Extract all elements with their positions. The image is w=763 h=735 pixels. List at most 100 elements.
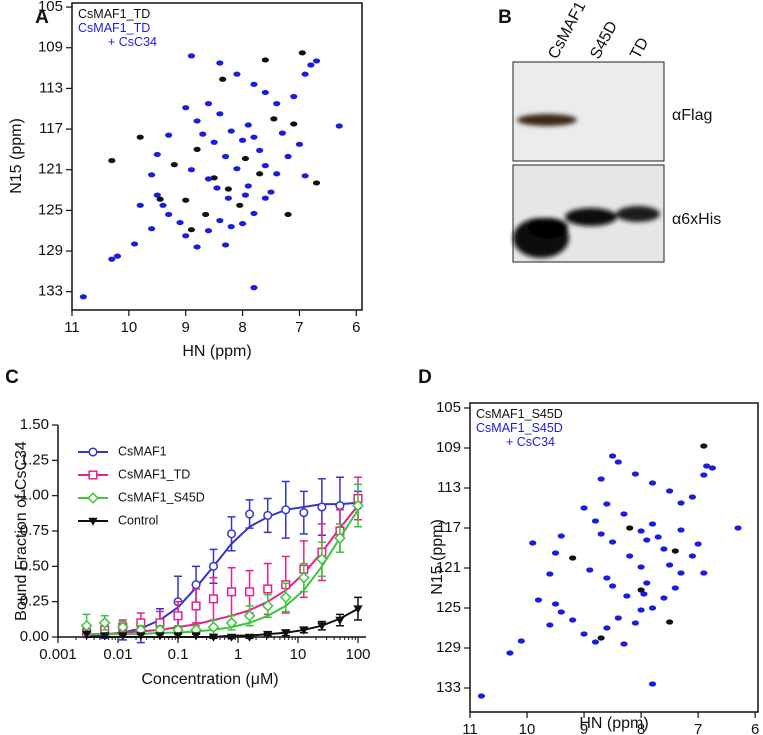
nmr-peak <box>267 189 275 195</box>
blot-band <box>528 218 568 238</box>
nmr-peak <box>108 256 116 262</box>
y-tick-label: 0.75 <box>20 522 49 539</box>
panel-label: C <box>5 367 19 388</box>
legend-marker <box>88 470 98 480</box>
nmr-peak <box>335 123 343 129</box>
data-point <box>191 632 201 641</box>
nmr-peak <box>620 641 628 647</box>
legend-marker <box>88 517 98 526</box>
fit-curve <box>86 509 359 636</box>
nmr-peak <box>654 534 662 540</box>
y-tick-label: 117 <box>39 120 63 137</box>
legend-label: CsMAF1_TD <box>78 7 150 21</box>
nmr-peak <box>153 151 161 158</box>
data-point <box>299 508 309 518</box>
nmr-peak <box>170 162 178 168</box>
nmr-peak <box>546 571 554 577</box>
data-point <box>297 571 310 584</box>
nmr-peak <box>278 130 286 136</box>
data-point <box>208 633 219 642</box>
nmr-peak <box>603 625 611 631</box>
nmr-peak <box>108 157 116 164</box>
nmr-peak <box>182 197 190 203</box>
nmr-peak <box>580 631 588 637</box>
data-point <box>208 561 219 571</box>
data-point <box>261 600 274 612</box>
x-tick-label: 10 <box>519 721 536 735</box>
nmr-peak <box>557 533 565 539</box>
nmr-peak <box>187 53 196 59</box>
nmr-peak <box>176 219 184 226</box>
legend-label: Control <box>118 513 158 527</box>
data-point <box>100 632 110 641</box>
x-tick-label: 7 <box>694 721 702 735</box>
nmr-peak <box>244 122 252 128</box>
data-point <box>299 626 309 635</box>
nmr-peak <box>666 488 674 494</box>
nmr-peak <box>614 615 622 621</box>
data-point <box>173 632 183 641</box>
y-tick-label: 109 <box>436 439 461 456</box>
x-tick-label: 0.001 <box>39 646 77 663</box>
nmr-peak <box>551 550 560 556</box>
nmr-peak <box>708 465 716 471</box>
nmr-peak <box>261 57 269 63</box>
data-point <box>335 501 345 511</box>
nmr-peak <box>688 494 697 500</box>
nmr-peak <box>79 294 87 300</box>
nmr-peak <box>643 537 651 543</box>
nmr-peak <box>261 195 269 201</box>
nmr-peak <box>648 605 657 611</box>
nmr-peak <box>227 128 235 134</box>
nmr-peak <box>238 137 247 143</box>
panel-label: D <box>418 367 432 388</box>
nmr-peak <box>216 111 224 117</box>
nmr-peak <box>637 587 645 593</box>
y-axis-title: N15 (ppm) <box>8 118 25 194</box>
legend-label: CsMAF1_S45D <box>118 490 205 504</box>
nmr-peak <box>608 583 617 589</box>
legend-label: CsMAF1 <box>118 444 167 458</box>
nmr-peak <box>193 146 201 152</box>
x-tick-label: 0.1 <box>168 646 189 663</box>
y-tick-label: 113 <box>39 79 63 96</box>
legend-label: CsMAF1_S45D + CsC34 <box>476 421 563 449</box>
data-point <box>226 587 237 597</box>
blot-bands <box>513 114 660 258</box>
y-tick-label: 117 <box>437 519 461 536</box>
data-point <box>263 510 273 521</box>
lane-label: CsMAF1 <box>545 0 589 62</box>
y-tick-label: 105 <box>38 0 63 15</box>
data-point <box>316 553 328 566</box>
nmr-peak <box>224 195 232 201</box>
nmr-peak <box>295 141 304 147</box>
data-point <box>207 621 220 633</box>
nmr-peak <box>517 638 525 644</box>
x-tick-label: 8 <box>637 721 645 735</box>
nmr-peak <box>159 202 167 208</box>
antibody-label: α6xHis <box>672 211 721 228</box>
nmr-peak <box>506 650 514 656</box>
nmr-peak <box>301 173 309 179</box>
y-axis-title: N15 (ppm) <box>429 519 446 595</box>
nmr-peak <box>284 211 292 218</box>
nmr-peak <box>182 233 190 239</box>
fit-curve <box>86 501 359 637</box>
nmr-peak <box>199 131 207 137</box>
data-point <box>245 587 255 597</box>
nmr-peak <box>204 176 213 182</box>
x-axis-title: Concentration (μM) <box>141 671 278 688</box>
nmr-peak <box>250 81 258 87</box>
nmr-peak <box>477 693 486 699</box>
nmr-peak <box>298 50 306 56</box>
nmr-peak <box>551 601 560 607</box>
nmr-peak <box>637 607 645 613</box>
nmr-peak <box>703 463 711 469</box>
nmr-peak <box>637 564 645 570</box>
y-tick-label: 125 <box>38 201 63 218</box>
x-tick-label: 10 <box>290 646 307 663</box>
nmr-peak <box>156 196 164 202</box>
nmr-peak <box>688 553 697 559</box>
blot-band <box>517 114 577 126</box>
nmr-peak <box>648 521 657 527</box>
